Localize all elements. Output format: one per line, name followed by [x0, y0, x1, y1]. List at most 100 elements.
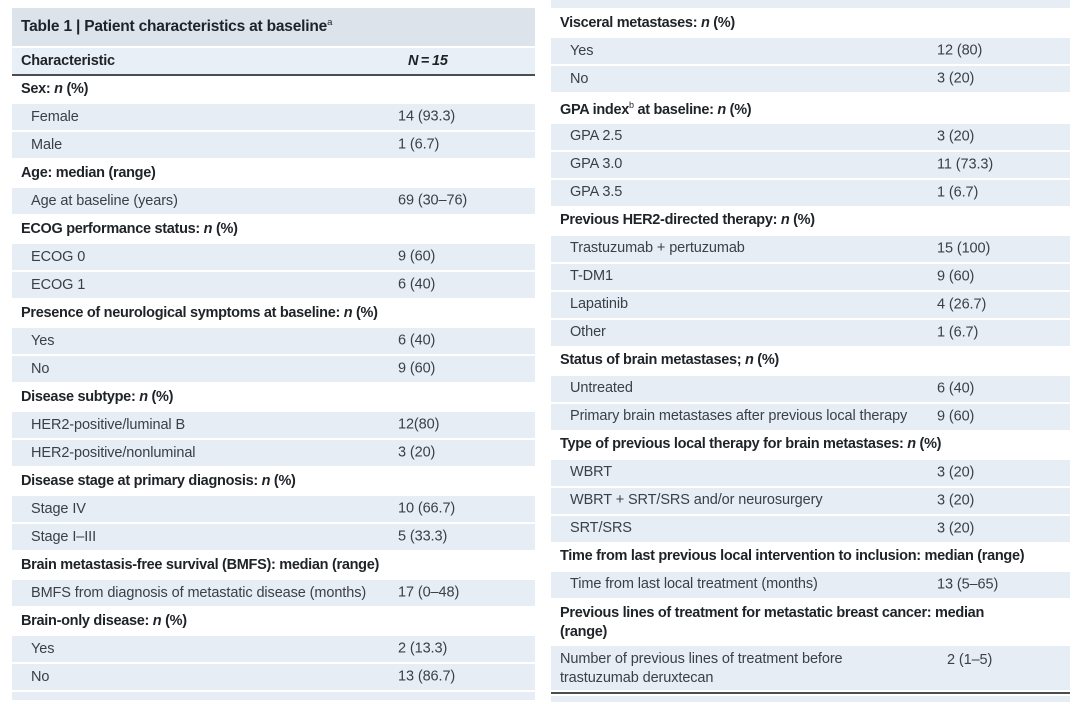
table-row: Yes 2 (13.3) [12, 636, 535, 662]
row-value: 10 (66.7) [398, 500, 456, 517]
row-label: Yes [570, 42, 594, 59]
row-value: 3 (20) [937, 464, 975, 481]
section-header-row: GPA indexb at baseline: n (%) [551, 94, 1070, 122]
table-row: Stage I–III 5 (33.3) [12, 524, 535, 550]
table-row: Other 1 (6.7) [551, 319, 1070, 346]
row-label: WBRT [570, 464, 613, 481]
section-header-row: Visceral metastases: n (%) [551, 10, 1070, 36]
row-label: ECOG 0 [31, 248, 86, 265]
row-label: Untreated [570, 380, 633, 397]
table-row: GPA 3.5 1 (6.7) [551, 179, 1070, 206]
row-value: 3 (20) [398, 444, 436, 461]
section-header-row: ECOG performance status: n (%) [12, 216, 535, 242]
table-header-row: Characteristic N = 15 [12, 48, 535, 76]
row-label: Lapatinib [570, 296, 628, 313]
row-label: Visceral metastases: n (%) [560, 14, 735, 31]
row-label: Other [570, 324, 606, 341]
row-label: Disease stage at primary diagnosis: n (%… [21, 472, 296, 489]
row-label: Age: median (range) [21, 164, 156, 181]
table-row: WBRT 3 (20) [551, 459, 1070, 486]
row-label: ECOG performance status: n (%) [21, 220, 238, 237]
row-label: Stage I–III [31, 528, 96, 545]
cutoff-row-sliver [551, 695, 1070, 702]
section-header-row: Disease stage at primary diagnosis: n (%… [12, 468, 535, 494]
row-label: WBRT + SRT/SRS and/or neurosurgery [570, 492, 823, 509]
table-row: Female 14 (93.3) [12, 104, 535, 130]
section-header-row: Disease subtype: n (%) [12, 384, 535, 410]
table-row: GPA 3.0 11 (73.3) [551, 151, 1070, 178]
row-value: 2 (13.3) [398, 640, 448, 657]
row-label: No [31, 360, 50, 377]
table-row: Age at baseline (years) 69 (30–76) [12, 188, 535, 214]
row-value: 6 (40) [937, 380, 975, 397]
row-label: BMFS from diagnosis of metastatic diseas… [31, 584, 367, 601]
row-value: 13 (86.7) [398, 668, 456, 685]
row-label: HER2-positive/nonluminal [31, 444, 196, 461]
table-row: ECOG 1 6 (40) [12, 272, 535, 298]
row-label: No [31, 668, 50, 685]
row-value: 11 (73.3) [937, 156, 994, 173]
row-label: Number of previous lines of treatment be… [560, 650, 843, 686]
table-row: Lapatinib 4 (26.7) [551, 291, 1070, 318]
table-body-left: Sex: n (%) Female 14 (93.3) Male 1 (6.7) Age:… [12, 76, 535, 700]
row-label: Primary brain metastases after previous … [570, 408, 908, 425]
row-value: 3 (20) [937, 70, 975, 87]
row-value: 4 (26.7) [937, 296, 987, 313]
row-label: Yes [31, 640, 55, 657]
table-title-text: Table 1 | Patient characteristics at bas… [21, 17, 333, 36]
row-value: 9 (60) [937, 408, 975, 425]
section-header-row: Presence of neurological symptoms at bas… [12, 300, 535, 326]
table-row: Trastuzumab + pertuzumab 15 (100) [551, 235, 1070, 262]
table-row: HER2-positive/luminal B 12(80) [12, 412, 535, 438]
row-value: 9 (60) [398, 248, 436, 265]
row-label: GPA indexb at baseline: n (%) [560, 100, 752, 118]
row-label: Disease subtype: n (%) [21, 388, 174, 405]
table-row: No 3 (20) [551, 66, 1070, 92]
section-header-row: Previous lines of treatment for metastat… [551, 599, 1070, 644]
row-label: Yes [31, 332, 55, 349]
table-row: SRT/SRS 3 (20) [551, 515, 1070, 542]
table-title: Table 1 | Patient characteristics at bas… [12, 8, 535, 46]
table-bottom-rule [551, 691, 1070, 694]
row-value: 69 (30–76) [398, 192, 468, 209]
table-row: Male 1 (6.7) [12, 132, 535, 158]
row-label: Male [31, 136, 63, 153]
row-label: GPA 3.0 [570, 156, 623, 173]
row-label: Age at baseline (years) [31, 192, 178, 209]
row-value: 9 (60) [398, 360, 436, 377]
section-header-row: Age: median (range) [12, 160, 535, 186]
header-characteristic: Characteristic [21, 53, 115, 69]
table-row: Time from last local treatment (months) 1… [551, 571, 1070, 598]
row-value: 1 (6.7) [937, 184, 979, 201]
table-row: Primary brain metastases after previous … [551, 403, 1070, 430]
row-label: Previous HER2-directed therapy: n (%) [560, 212, 815, 229]
row-label: Type of previous local therapy for brain… [560, 436, 942, 453]
row-label: Presence of neurological symptoms at bas… [21, 304, 378, 321]
section-header-row: Previous HER2-directed therapy: n (%) [551, 207, 1070, 234]
cutoff-row-sliver [12, 692, 535, 700]
row-label: Status of brain metastases; n (%) [560, 352, 779, 369]
row-value: 3 (20) [937, 128, 975, 145]
row-value: 13 (5–65) [937, 576, 999, 593]
row-value: 9 (60) [937, 268, 975, 285]
table-row: Number of previous lines of treatment be… [551, 645, 1070, 690]
table-right-column: Visceral metastases: n (%) Yes 12 (80) No 3 … [551, 0, 1070, 704]
row-label: T-DM1 [570, 268, 614, 285]
row-value: 17 (0–48) [398, 584, 460, 601]
section-header-row: Sex: n (%) [12, 76, 535, 102]
row-label: HER2-positive/luminal B [31, 416, 186, 433]
row-label: Sex: n (%) [21, 80, 89, 97]
section-header-row: Type of previous local therapy for brain… [551, 431, 1070, 458]
row-value: 3 (20) [937, 492, 975, 509]
section-header-row: Status of brain metastases; n (%) [551, 347, 1070, 374]
header-n-count: N = 15 [408, 53, 448, 69]
row-label: No [570, 70, 589, 87]
row-label: Stage IV [31, 500, 86, 517]
section-header-row: Brain metastasis-free survival (BMFS): m… [12, 552, 535, 578]
row-label: SRT/SRS [570, 520, 632, 537]
table-row: Yes 6 (40) [12, 328, 535, 354]
row-label: Female [31, 108, 79, 125]
row-label: Time from last local treatment (months) [570, 576, 818, 593]
row-value: 3 (20) [937, 520, 975, 537]
row-label: ECOG 1 [31, 276, 86, 293]
